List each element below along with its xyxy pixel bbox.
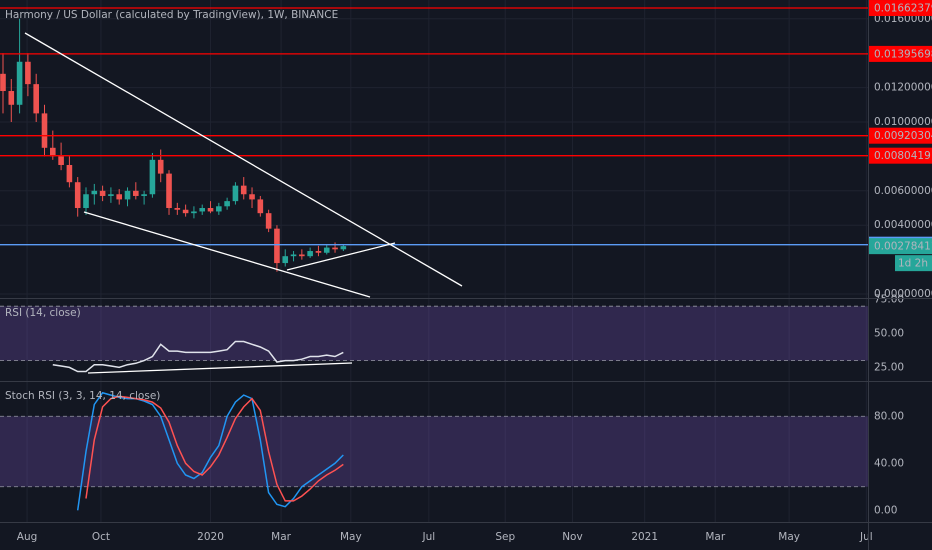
countdown-label: 1d 2h [898,258,928,270]
candle-body [282,256,289,264]
trend-line [286,242,396,271]
drawings [24,32,463,374]
price-axis: Aug Oct 2020 Mar May Jul Sep Nov 2021 Mar May Jul 0.… [5,0,932,543]
x-tick-label: Mar [271,531,291,543]
x-tick-label: Jul [859,531,873,543]
x-tick-label: Mar [705,531,725,543]
pane-title: Stoch RSI (3, 3, 14, 14, close) [5,390,160,402]
candle-body [116,194,123,200]
candle-body [99,190,106,196]
candle-body [216,206,222,212]
candle-body [174,208,181,210]
candle-body [240,185,247,195]
candle-body [0,73,6,92]
candle-body [182,209,189,214]
y-tick-label: 0.01200000 [874,82,932,94]
candle-body [265,213,272,229]
y-tick-label: 0.00600000 [874,185,932,197]
countdown-bg [895,255,932,272]
x-tick-label: Oct [92,531,110,543]
candle-body [16,61,23,105]
candle-body [307,251,313,257]
candle-body [249,194,255,200]
candle-body [124,190,131,200]
level-label: 0.01662379 [874,3,932,15]
candle-body [166,173,172,209]
band-fill [0,306,868,361]
candle-body [108,194,114,196]
level-label-bg [869,147,932,164]
y-tick-label: 0.01000000 [874,116,932,128]
candle-body [49,147,56,157]
y-tick-label: 75.00 [874,293,904,305]
x-tick-label: 2021 [631,531,658,543]
candle-body [299,254,305,257]
candle-body [141,194,147,196]
last-price-bg [869,238,932,255]
y-tick-label: 40.00 [874,457,904,469]
candle-body [25,61,31,85]
candle-body [232,185,239,202]
candle-body [149,159,156,195]
candle-body [323,247,330,253]
candle-body [33,84,39,114]
grid [0,0,868,522]
pane-title: RSI (14, close) [5,307,81,319]
x-tick-label: Jul [422,531,436,543]
level-label: 0.01395698 [874,48,932,60]
candle-body [224,201,230,207]
level-label-bg [869,0,932,17]
candle-body [83,194,89,209]
indicator-line [76,391,344,511]
y-tick-label: 0.00000000 [874,288,932,300]
y-tick-label: 0.00400000 [874,219,932,231]
band-fill [0,416,868,487]
candle-body [133,190,139,196]
trend-line [87,362,353,374]
candle-body [340,246,347,250]
level-label-bg [869,45,932,62]
y-tick-label: 25.00 [874,361,904,373]
candle-body [257,199,264,214]
candle-body [8,91,15,105]
level-label: 0.0080419 [874,150,931,162]
last-price-label: 0.00278411 [874,241,932,253]
level-label: 0.00920304 [874,130,932,142]
x-tick-label: May [778,531,800,543]
pane-title: Harmony / US Dollar (calculated by Tradi… [5,9,338,21]
candle-body [41,113,48,148]
candle-body [91,190,98,195]
x-tick-label: Nov [562,531,583,543]
level-label-bg [869,127,932,144]
x-tick-label: May [340,531,362,543]
candle-body [157,159,164,174]
indicator-line [85,395,344,502]
candle-body [290,254,297,257]
x-tick-label: 2020 [197,531,224,543]
candle-body [199,208,206,212]
x-tick-label: Aug [17,531,38,543]
candle-body [207,208,214,212]
trend-line [83,211,371,298]
candle-body [332,247,338,250]
candle-body [74,182,81,209]
y-tick-label: 50.00 [874,327,904,339]
y-tick-label: 0.00 [874,504,897,516]
candle-body [66,165,73,183]
y-tick-label: 80.00 [874,410,904,422]
candle-body [315,251,322,253]
marks [0,7,868,511]
candle-body [274,228,280,264]
candle-body [58,156,64,166]
indicator-line [52,340,344,373]
x-tick-label: Sep [495,531,515,543]
candle-body [191,211,197,214]
